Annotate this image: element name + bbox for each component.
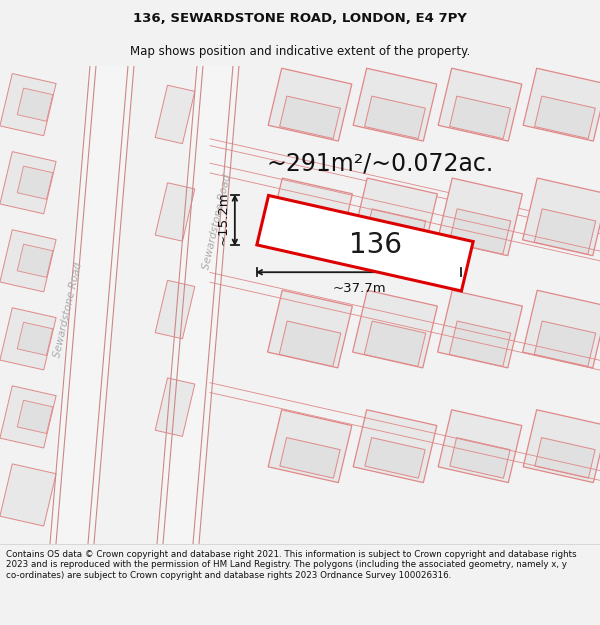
Polygon shape: [534, 209, 596, 254]
Polygon shape: [0, 308, 56, 370]
Polygon shape: [523, 68, 600, 141]
Polygon shape: [155, 281, 195, 339]
Polygon shape: [17, 400, 53, 434]
Polygon shape: [280, 438, 340, 478]
Polygon shape: [280, 96, 340, 139]
Polygon shape: [268, 290, 352, 368]
Text: Contains OS data © Crown copyright and database right 2021. This information is : Contains OS data © Crown copyright and d…: [6, 550, 577, 580]
Polygon shape: [437, 290, 523, 368]
Polygon shape: [48, 66, 135, 544]
Polygon shape: [353, 178, 437, 256]
Polygon shape: [449, 321, 511, 366]
Text: Sewardstone Road: Sewardstone Road: [201, 173, 233, 271]
Polygon shape: [268, 68, 352, 141]
Polygon shape: [353, 68, 437, 141]
Polygon shape: [449, 96, 511, 139]
Polygon shape: [523, 410, 600, 482]
Polygon shape: [155, 85, 195, 144]
Text: 136, SEWARDSTONE ROAD, LONDON, E4 7PY: 136, SEWARDSTONE ROAD, LONDON, E4 7PY: [133, 12, 467, 25]
Polygon shape: [279, 209, 341, 254]
Text: Map shows position and indicative extent of the property.: Map shows position and indicative extent…: [130, 45, 470, 58]
Polygon shape: [450, 438, 510, 478]
Polygon shape: [155, 66, 240, 544]
Polygon shape: [449, 209, 511, 254]
Polygon shape: [523, 178, 600, 256]
Polygon shape: [0, 230, 56, 292]
Polygon shape: [17, 166, 53, 199]
Polygon shape: [279, 321, 341, 366]
Polygon shape: [155, 378, 195, 436]
Polygon shape: [534, 321, 596, 366]
Polygon shape: [257, 196, 473, 291]
Polygon shape: [438, 410, 522, 482]
Polygon shape: [523, 290, 600, 368]
Polygon shape: [0, 152, 56, 214]
Polygon shape: [0, 386, 56, 448]
Text: ~37.7m: ~37.7m: [332, 282, 386, 295]
Polygon shape: [0, 74, 56, 136]
Polygon shape: [438, 68, 522, 141]
Polygon shape: [364, 321, 426, 366]
Polygon shape: [353, 290, 437, 368]
Polygon shape: [365, 96, 425, 139]
Text: ~15.2m: ~15.2m: [217, 191, 230, 245]
Polygon shape: [17, 244, 53, 278]
Polygon shape: [17, 88, 53, 121]
Text: Sewardstone Road: Sewardstone Road: [52, 261, 84, 358]
Polygon shape: [17, 322, 53, 356]
Text: ~291m²/~0.072ac.: ~291m²/~0.072ac.: [266, 151, 494, 175]
Polygon shape: [155, 182, 195, 241]
Polygon shape: [365, 438, 425, 478]
Polygon shape: [353, 410, 437, 482]
Polygon shape: [535, 96, 595, 139]
Polygon shape: [364, 209, 426, 254]
Polygon shape: [268, 178, 352, 256]
Text: 136: 136: [349, 231, 401, 259]
Polygon shape: [535, 438, 595, 478]
Polygon shape: [0, 464, 56, 526]
Polygon shape: [268, 410, 352, 482]
Polygon shape: [437, 178, 523, 256]
